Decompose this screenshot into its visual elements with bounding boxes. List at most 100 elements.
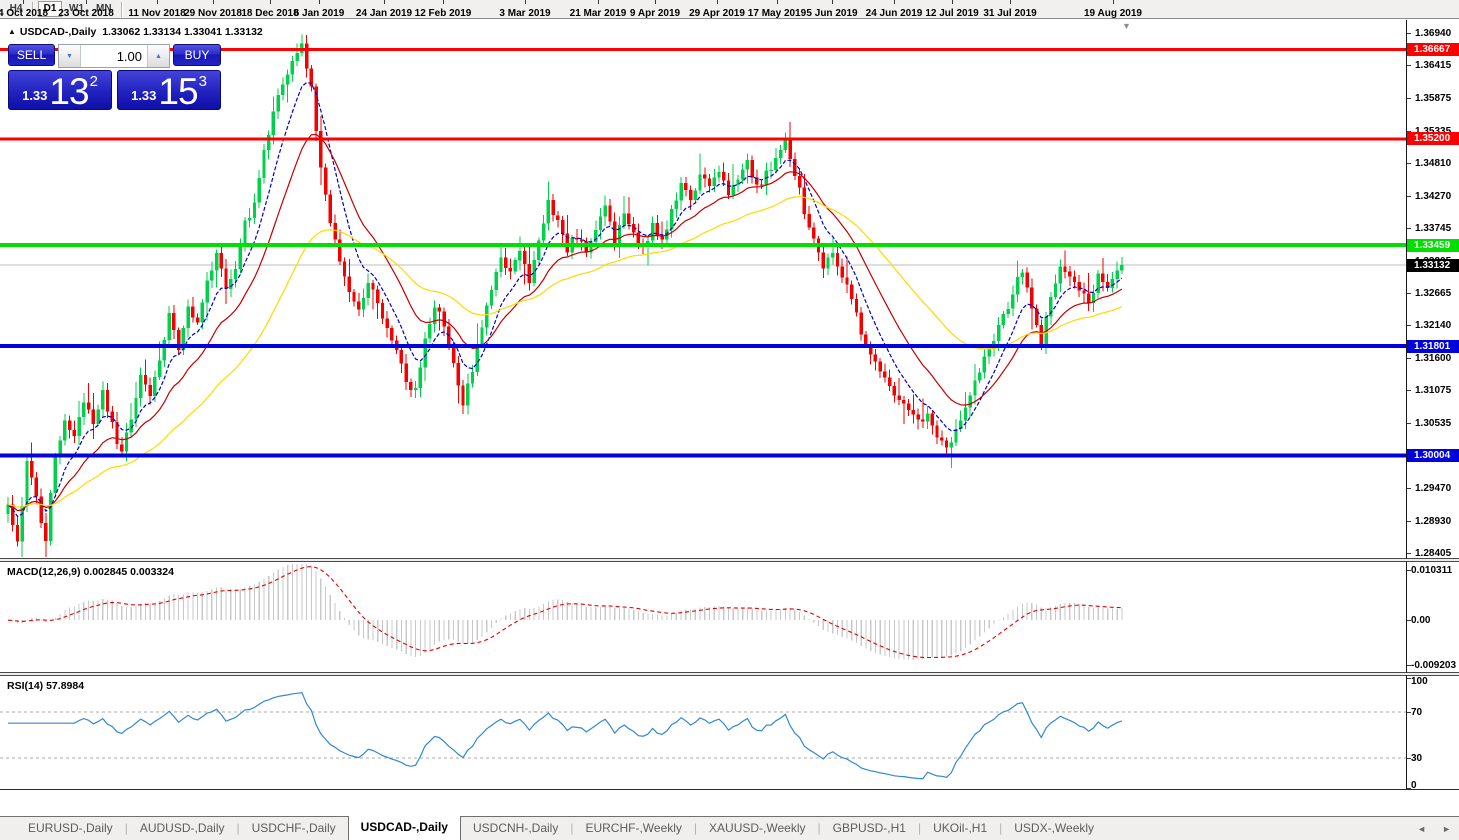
price-tick-label: 1.36415 xyxy=(1415,60,1452,71)
date-label: 21 Mar 2019 xyxy=(569,8,627,19)
date-tick xyxy=(86,0,87,4)
price-tick-label: 1.30535 xyxy=(1415,418,1452,429)
price-tick xyxy=(1407,553,1411,554)
date-tick xyxy=(717,0,718,4)
macd-axis-label: 0.00 xyxy=(1411,615,1431,626)
timeframe-button-w1[interactable]: W1 xyxy=(64,1,89,17)
date-tick xyxy=(598,0,599,4)
date-tick xyxy=(832,0,833,4)
date-label: 12 Jul 2019 xyxy=(925,8,979,19)
tab-separator: | xyxy=(817,821,821,835)
date-label: 29 Nov 2018 xyxy=(184,8,242,19)
toolbar-separator xyxy=(120,1,123,17)
spinner-up-icon: ▲ xyxy=(155,52,162,60)
macd-chart xyxy=(7,564,1123,660)
timeframe-button-mn[interactable]: MN xyxy=(91,1,117,17)
volume-decrease-button[interactable]: ▼ xyxy=(59,45,81,67)
date-tick xyxy=(384,0,385,4)
price-tick-label: 1.33745 xyxy=(1415,223,1452,234)
tab-separator: | xyxy=(999,821,1003,835)
chart-tab-usdcad-daily[interactable]: USDCAD-,Daily xyxy=(347,816,461,840)
candlestick-chart[interactable] xyxy=(0,20,1406,559)
rsi-axis-label: 70 xyxy=(1411,707,1423,718)
price-level-badge: 1.30004 xyxy=(1407,449,1459,462)
macd-tick xyxy=(1407,665,1411,666)
price-tick-label: 1.31075 xyxy=(1415,385,1452,396)
buy-price-panel[interactable]: 1.33 15 3 xyxy=(117,70,221,110)
price-tick-label: 1.28405 xyxy=(1415,548,1452,559)
symbol-dropdown-icon[interactable]: ▲ xyxy=(8,27,16,36)
price-tick xyxy=(1407,358,1411,359)
chart-tab-eurchf-weekly[interactable]: EURCHF-,Weekly xyxy=(585,821,682,835)
pane-splitter[interactable] xyxy=(0,559,1459,561)
tab-scroll-right-icon[interactable]: ► xyxy=(1442,824,1451,834)
rsi-tick xyxy=(1407,678,1411,679)
current-price-badge: 1.33132 xyxy=(1407,259,1459,272)
timeframe-button-h4[interactable]: H4 xyxy=(4,1,28,17)
macd-pane[interactable]: MACD(12,26,9) 0.002845 0.003324 xyxy=(0,561,1406,673)
price-tick-label: 1.32140 xyxy=(1415,320,1452,331)
price-tick-label: 1.34810 xyxy=(1415,158,1452,169)
price-tick-label: 1.31600 xyxy=(1415,353,1452,364)
rsi-chart xyxy=(0,691,1406,780)
chart-tab-eurusd-daily[interactable]: EURUSD-,Daily xyxy=(28,821,113,835)
buy-button[interactable]: BUY xyxy=(173,44,221,66)
date-tick xyxy=(525,0,526,4)
date-tick xyxy=(894,0,895,4)
date-tick xyxy=(952,0,953,4)
rsi-pane[interactable]: RSI(14) 57.8984 xyxy=(0,675,1406,790)
price-axis[interactable]: 1.36940 1.36415 1.35875 1.35335 1.34810 1.342… xyxy=(1406,20,1459,559)
date-tick xyxy=(157,0,158,4)
timeframe-button-d1[interactable]: D1 xyxy=(38,1,62,17)
tab-scroll-left-icon[interactable]: ◄ xyxy=(1417,824,1427,834)
date-tick xyxy=(319,0,320,4)
chart-tab-usdchf-daily[interactable]: USDCHF-,Daily xyxy=(251,821,336,835)
date-label: 4 Oct 2018 xyxy=(0,8,49,19)
date-label: 24 Jun 2019 xyxy=(865,8,923,19)
chart-tab-xauusd-weekly[interactable]: XAUUSD-,Weekly xyxy=(709,821,806,835)
rsi-label: RSI(14) 57.8984 xyxy=(7,680,85,692)
sell-price-panel[interactable]: 1.33 13 2 xyxy=(8,70,112,110)
price-tick xyxy=(1407,163,1411,164)
price-tick-label: 1.28930 xyxy=(1415,516,1452,527)
chart-tab-audusd-daily[interactable]: AUDUSD-,Daily xyxy=(139,821,225,835)
volume-input[interactable] xyxy=(81,45,147,67)
rsi-axis-label: 30 xyxy=(1411,753,1423,764)
date-label: 18 Dec 2018 xyxy=(241,8,299,19)
buy-price-big: 15 xyxy=(158,71,198,112)
rsi-axis-label: 0 xyxy=(1411,780,1417,791)
price-tick xyxy=(1407,325,1411,326)
rsi-tick xyxy=(1407,758,1411,759)
price-tick xyxy=(1407,33,1411,34)
macd-tick xyxy=(1407,620,1411,621)
price-tick xyxy=(1407,196,1411,197)
date-tick xyxy=(655,0,656,4)
date-label: 31 Jul 2019 xyxy=(983,8,1037,19)
sell-price-big: 13 xyxy=(49,71,89,112)
main-chart-pane[interactable]: ▲ USDCAD-,Daily 1.33062 1.33134 1.33041 1… xyxy=(0,20,1406,559)
date-label: 5 Jun 2019 xyxy=(806,8,858,19)
sell-button[interactable]: SELL xyxy=(8,44,55,66)
chart-tab-usdx-weekly[interactable]: USDX-,Weekly xyxy=(1014,821,1095,835)
rsi-axis[interactable]: 100 70 30 0 xyxy=(1406,675,1459,791)
rsi-tick xyxy=(1407,712,1411,713)
date-label: 6 Jan 2019 xyxy=(293,8,345,19)
chart-tab-gbpusd-h1[interactable]: GBPUSD-,H1 xyxy=(832,821,906,835)
date-tick xyxy=(1010,0,1011,4)
tab-separator: | xyxy=(570,821,574,835)
chart-title-symbol: USDCAD-,Daily xyxy=(19,26,97,38)
volume-spinner: ▼ ▲ xyxy=(58,44,170,68)
volume-increase-button[interactable]: ▲ xyxy=(147,45,169,67)
rsi-tick xyxy=(1407,788,1411,789)
chart-tab-ukoil-h1[interactable]: UKOil-,H1 xyxy=(933,821,988,835)
tab-separator: | xyxy=(917,821,922,835)
macd-axis-label: -0.009203 xyxy=(1411,660,1457,671)
pane-splitter[interactable] xyxy=(0,673,1459,675)
price-tick xyxy=(1407,293,1411,294)
date-label: 19 Aug 2019 xyxy=(1084,8,1142,19)
price-tick-label: 1.36940 xyxy=(1415,28,1452,39)
price-tick-label: 1.35335 xyxy=(1415,126,1451,137)
chart-tab-usdcnh-daily[interactable]: USDCNH-,Daily xyxy=(472,821,559,835)
macd-axis[interactable]: 0.010311 0.00 -0.009203 xyxy=(1406,561,1459,673)
